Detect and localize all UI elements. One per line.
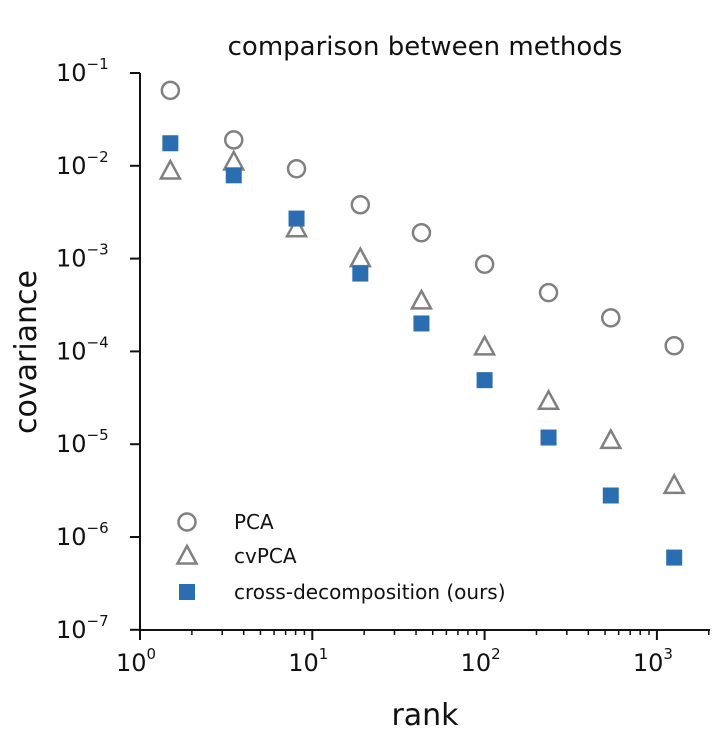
series-2 [162,135,683,566]
data-point [664,336,684,356]
data-point [413,315,430,332]
y-tick-label-5: 10−6 [56,519,109,551]
y-tick-label-3: 10−4 [56,333,109,365]
data-point [288,210,305,227]
legend-label-2: cross-decomposition (ours) [234,580,506,604]
data-point [662,472,686,495]
legend-label-0: PCA [234,510,274,534]
data-point [160,80,181,101]
series-1 [158,149,686,495]
data-point [352,265,369,282]
x-axis-label: rank [391,698,459,733]
data-point [158,158,182,180]
x-tick-label-1: 101 [288,645,328,677]
data-point [476,372,493,389]
data-point [602,487,619,504]
legend-label-1: cvPCA [234,544,297,568]
x-tick-label-0: 100 [116,645,156,677]
data-point [540,429,557,446]
data-point [472,334,497,356]
data-point [162,135,179,152]
y-tick-label-6: 10−7 [56,612,109,644]
data-point [286,158,307,179]
y-tick-label-0: 10−1 [56,55,109,87]
data-point [223,130,244,150]
y-tick-label-4: 10−5 [56,426,109,458]
data-point [222,149,246,171]
legend-marker-2 [179,584,195,600]
data-point [538,282,559,303]
x-tick-label-3: 103 [633,645,673,677]
data-point [350,195,371,215]
data-point [409,288,434,310]
y-tick-label-1: 10−2 [56,148,109,180]
chart-title: comparison between methods [228,32,623,62]
y-axis-label: covariance [9,270,44,434]
data-point [599,427,623,450]
legend-marker-1 [175,543,199,565]
data-point [348,245,372,268]
data-point [666,549,683,566]
data-point [474,254,495,274]
data-point [536,388,561,411]
data-point [284,216,309,238]
series-0 [160,80,684,356]
data-point [601,308,621,328]
legend-marker-0 [177,512,197,532]
x-tick-label-2: 102 [461,645,501,677]
data-point [225,167,242,184]
legend: PCA cvPCA cross-decomposition (ours) [175,510,506,604]
y-tick-label-2: 10−3 [56,241,109,273]
data-point [411,222,432,243]
